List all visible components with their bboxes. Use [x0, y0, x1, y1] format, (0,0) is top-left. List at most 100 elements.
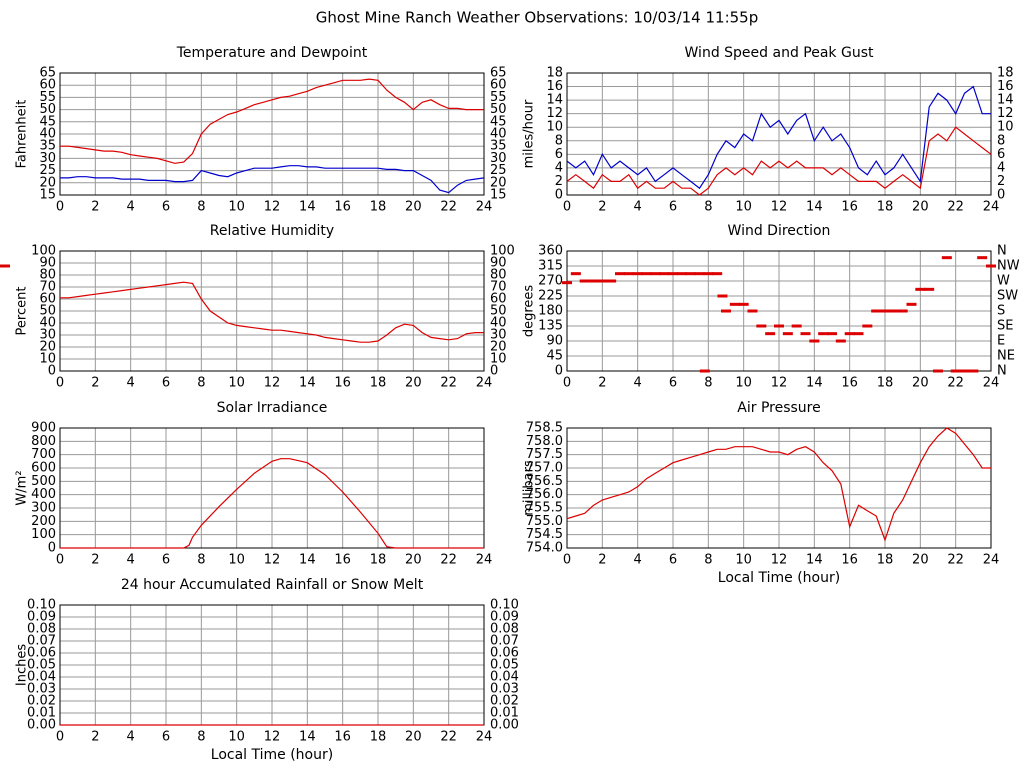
- x-tick-label: 6: [669, 376, 677, 391]
- y-tick-label: 0.03: [27, 682, 56, 697]
- wind-direction-point: [986, 264, 996, 268]
- x-tick-label: 12: [771, 553, 788, 568]
- x-tick-label: 0: [56, 200, 64, 215]
- y-tick-label: 755.5: [526, 501, 563, 516]
- y-tick-label: 14: [546, 93, 563, 108]
- chart-title: Wind Speed and Peak Gust: [685, 45, 874, 61]
- y2-tick-label: 40: [490, 127, 507, 142]
- y2-tick-label: N: [997, 244, 1007, 259]
- y-axis-label: W/m²: [15, 470, 30, 505]
- y-tick-label: 12: [546, 106, 563, 121]
- data-line: [60, 78, 484, 164]
- y2-tick-label: 100: [490, 244, 515, 259]
- y2-tick-label: 0.02: [490, 694, 519, 709]
- x-tick-label: 18: [370, 553, 387, 568]
- y-tick-label: 300: [31, 501, 56, 516]
- x-tick-label: 8: [704, 553, 712, 568]
- wind-direction-point: [703, 272, 714, 276]
- y2-tick-label: 2: [997, 174, 1005, 189]
- x-tick-label: 18: [877, 200, 894, 215]
- y-tick-label: 40: [39, 316, 56, 331]
- x-tick-label: 18: [370, 200, 387, 215]
- x-tick-label: 2: [598, 376, 606, 391]
- y2-tick-label: NE: [997, 349, 1015, 364]
- y-tick-label: 18: [546, 66, 563, 81]
- y2-tick-label: W: [997, 274, 1010, 289]
- x-tick-label: 14: [806, 200, 823, 215]
- wind-direction-point: [827, 332, 837, 336]
- x-tick-label: 24: [476, 200, 493, 215]
- y2-tick-label: 16: [997, 79, 1014, 94]
- wind-direction-point: [871, 309, 882, 313]
- y-tick-label: 40: [39, 127, 56, 142]
- x-tick-label: 10: [228, 730, 245, 745]
- y-tick-label: 0.05: [27, 658, 56, 673]
- wind-direction-point: [0, 264, 10, 268]
- x-tick-label: 22: [947, 200, 964, 215]
- x-tick-label: 10: [228, 553, 245, 568]
- y-tick-label: 10: [546, 120, 563, 135]
- y-tick-label: 100: [31, 244, 56, 259]
- y2-tick-label: 0: [490, 364, 498, 379]
- data-line: [566, 427, 991, 542]
- x-tick-label: 2: [91, 553, 99, 568]
- y-tick-label: 200: [31, 514, 56, 529]
- data-line: [566, 126, 992, 196]
- wind-direction-point: [968, 369, 979, 373]
- y-tick-label: 20: [39, 340, 56, 355]
- wind-direction-point: [623, 272, 634, 276]
- y2-tick-label: 50: [490, 304, 507, 319]
- x-tick-label: 16: [334, 376, 351, 391]
- x-tick-label: 4: [634, 200, 642, 215]
- x-tick-label: 16: [841, 376, 858, 391]
- y-tick-label: 754.5: [526, 527, 563, 542]
- wind-direction-point: [597, 279, 608, 283]
- y-tick-label: 20: [39, 175, 56, 190]
- y-tick-label: 0.04: [27, 670, 56, 685]
- y2-tick-label: 30: [490, 151, 507, 166]
- x-tick-label: 12: [264, 200, 281, 215]
- y2-tick-label: 18: [997, 66, 1014, 81]
- y-tick-label: 60: [39, 292, 56, 307]
- y-tick-label: 135: [538, 319, 563, 334]
- y2-tick-label: 0.05: [490, 658, 519, 673]
- y-tick-label: 400: [31, 487, 56, 502]
- wind-direction-point: [685, 272, 696, 276]
- x-tick-label: 12: [264, 730, 281, 745]
- y2-tick-label: 0.08: [490, 622, 519, 637]
- wind-direction-point: [774, 324, 784, 328]
- x-tick-label: 10: [735, 376, 752, 391]
- x-tick-label: 22: [440, 553, 457, 568]
- x-tick-label: 4: [634, 553, 642, 568]
- x-tick-label: 6: [162, 200, 170, 215]
- x-tick-label: 16: [334, 553, 351, 568]
- y2-tick-label: 0.01: [490, 706, 519, 721]
- wind-direction-point: [570, 272, 581, 276]
- wind-direction-point: [800, 332, 811, 336]
- x-tick-label: 10: [228, 200, 245, 215]
- x-tick-label: 2: [91, 730, 99, 745]
- x-tick-label: 22: [947, 553, 964, 568]
- y2-tick-label: 50: [490, 102, 507, 117]
- wind-direction-point: [712, 272, 723, 276]
- x-tick-label: 14: [806, 376, 823, 391]
- x-tick-label: 6: [162, 730, 170, 745]
- y-tick-label: 6: [555, 147, 563, 162]
- wind-direction-point: [579, 279, 590, 283]
- y2-tick-label: 20: [490, 175, 507, 190]
- wind-direction-point: [615, 272, 625, 276]
- plot-frame: [59, 72, 485, 196]
- wind-direction-point: [862, 324, 873, 328]
- y-tick-label: 270: [538, 274, 563, 289]
- wind-direction-point: [717, 294, 728, 298]
- y2-tick-label: 55: [490, 90, 507, 105]
- y-tick-label: 0.00: [27, 718, 56, 733]
- chart-title: Relative Humidity: [210, 223, 334, 239]
- data-line: [60, 165, 485, 194]
- x-tick-label: 6: [669, 553, 677, 568]
- y2-tick-label: 80: [490, 268, 507, 283]
- y-tick-label: 0.02: [27, 694, 56, 709]
- wind-direction-point: [632, 272, 643, 276]
- y-tick-label: 50: [39, 304, 56, 319]
- x-tick-label: 10: [735, 200, 752, 215]
